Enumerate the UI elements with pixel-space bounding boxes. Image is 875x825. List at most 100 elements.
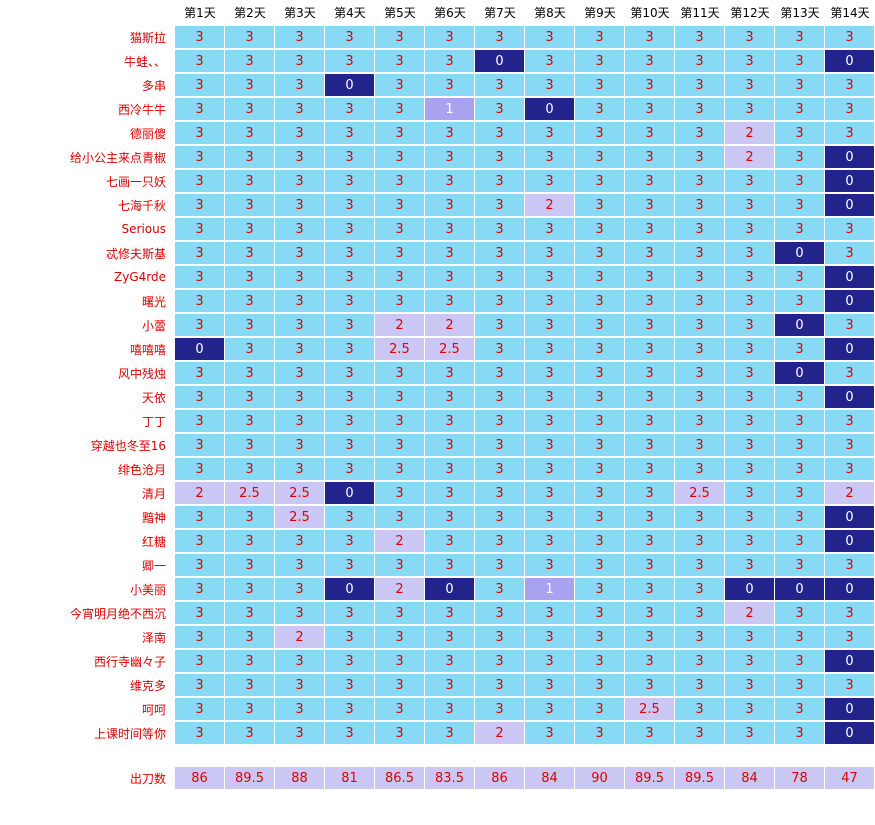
attendance-cell: 0	[425, 578, 474, 600]
attendance-cell: 3	[225, 26, 274, 48]
attendance-cell: 2	[475, 722, 524, 744]
attendance-cell: 0	[475, 50, 524, 72]
total-cell: 88	[275, 767, 324, 789]
attendance-cell: 3	[675, 578, 724, 600]
attendance-cell: 3	[425, 218, 474, 240]
attendance-cell: 3	[625, 602, 674, 624]
attendance-cell: 3	[675, 26, 724, 48]
attendance-cell: 3	[775, 674, 824, 696]
attendance-cell: 3	[675, 290, 724, 312]
total-cell: 89.5	[625, 767, 674, 789]
attendance-cell: 3	[475, 578, 524, 600]
attendance-cell: 3	[175, 698, 224, 720]
attendance-cell: 3	[425, 458, 474, 480]
attendance-cell: 3	[375, 650, 424, 672]
attendance-cell: 3	[775, 386, 824, 408]
attendance-cell: 3	[275, 266, 324, 288]
member-name: 红糖	[141, 534, 166, 549]
attendance-cell: 3	[475, 386, 524, 408]
attendance-cell: 3	[475, 338, 524, 360]
attendance-cell: 3	[325, 602, 374, 624]
attendance-cell: 3	[525, 674, 574, 696]
attendance-cell: 2	[375, 314, 424, 336]
attendance-cell: 3	[475, 650, 524, 672]
attendance-cell: 3	[325, 554, 374, 576]
attendance-cell: 3	[675, 506, 724, 528]
total-cell: 83.5	[425, 767, 474, 789]
attendance-cell: 3	[575, 554, 624, 576]
attendance-cell: 3	[475, 314, 524, 336]
attendance-cell: 3	[825, 314, 874, 336]
total-cell: 47	[825, 767, 874, 789]
attendance-cell: 3	[325, 674, 374, 696]
attendance-cell: 3	[775, 122, 824, 144]
member-name: 上课时间等你	[93, 726, 166, 741]
attendance-cell: 3	[225, 602, 274, 624]
total-cell: 84	[525, 767, 574, 789]
day-header: 第12天	[725, 0, 775, 24]
attendance-cell: 3	[725, 530, 774, 552]
attendance-cell: 3	[225, 362, 274, 384]
attendance-cell: 3	[225, 530, 274, 552]
attendance-cell: 3	[225, 650, 274, 672]
attendance-cell: 3	[575, 266, 624, 288]
attendance-cell: 3	[825, 554, 874, 576]
attendance-cell: 0	[825, 578, 874, 600]
attendance-cell: 3	[525, 362, 574, 384]
attendance-cell: 3	[775, 50, 824, 72]
attendance-cell: 3	[825, 98, 874, 120]
attendance-cell: 3	[375, 434, 424, 456]
attendance-cell: 3	[825, 458, 874, 480]
attendance-cell: 3	[675, 122, 724, 144]
attendance-cell: 3	[525, 170, 574, 192]
attendance-cell: 3	[625, 26, 674, 48]
attendance-cell: 3	[575, 722, 624, 744]
attendance-cell: 3	[775, 554, 824, 576]
attendance-cell: 2	[275, 626, 324, 648]
member-name: 天依	[141, 390, 166, 405]
attendance-cell: 3	[475, 266, 524, 288]
attendance-cell: 3	[175, 578, 224, 600]
member-name: 七海千秋	[117, 198, 166, 213]
attendance-cell: 3	[825, 434, 874, 456]
attendance-cell: 3	[425, 26, 474, 48]
attendance-cell: 0	[525, 98, 574, 120]
attendance-cell: 3	[425, 602, 474, 624]
attendance-cell: 2.5	[275, 482, 324, 504]
attendance-cell: 3	[525, 698, 574, 720]
attendance-cell: 3	[375, 722, 424, 744]
attendance-cell: 3	[525, 554, 574, 576]
attendance-cell: 3	[475, 170, 524, 192]
attendance-cell: 3	[325, 146, 374, 168]
attendance-cell: 3	[225, 722, 274, 744]
attendance-cell: 3	[275, 314, 324, 336]
attendance-cell: 3	[775, 458, 824, 480]
member-name: 穿越也冬至16	[90, 438, 166, 453]
member-name: 泽南	[141, 630, 166, 645]
attendance-cell: 0	[825, 338, 874, 360]
attendance-cell: 3	[625, 170, 674, 192]
attendance-cell: 3	[375, 74, 424, 96]
attendance-cell: 2.5	[425, 338, 474, 360]
attendance-cell: 3	[325, 266, 374, 288]
attendance-cell: 3	[625, 578, 674, 600]
attendance-cell: 3	[775, 434, 824, 456]
attendance-cell: 3	[625, 458, 674, 480]
attendance-cell: 3	[275, 26, 324, 48]
attendance-cell: 3	[675, 650, 724, 672]
attendance-cell: 3	[225, 578, 274, 600]
attendance-cell: 3	[275, 554, 324, 576]
attendance-cell: 3	[225, 314, 274, 336]
attendance-cell: 3	[425, 242, 474, 264]
attendance-cell: 2.5	[675, 482, 724, 504]
attendance-cell: 3	[325, 722, 374, 744]
attendance-cell: 3	[375, 218, 424, 240]
attendance-cell: 3	[525, 458, 574, 480]
attendance-cell: 3	[375, 26, 424, 48]
member-name: 牛蛙、、	[123, 54, 166, 69]
attendance-cell: 3	[575, 74, 624, 96]
day-header: 第6天	[425, 0, 475, 24]
attendance-cell: 3	[175, 266, 224, 288]
member-name: 给小公主来点青椒	[69, 150, 166, 165]
attendance-cell: 0	[825, 650, 874, 672]
